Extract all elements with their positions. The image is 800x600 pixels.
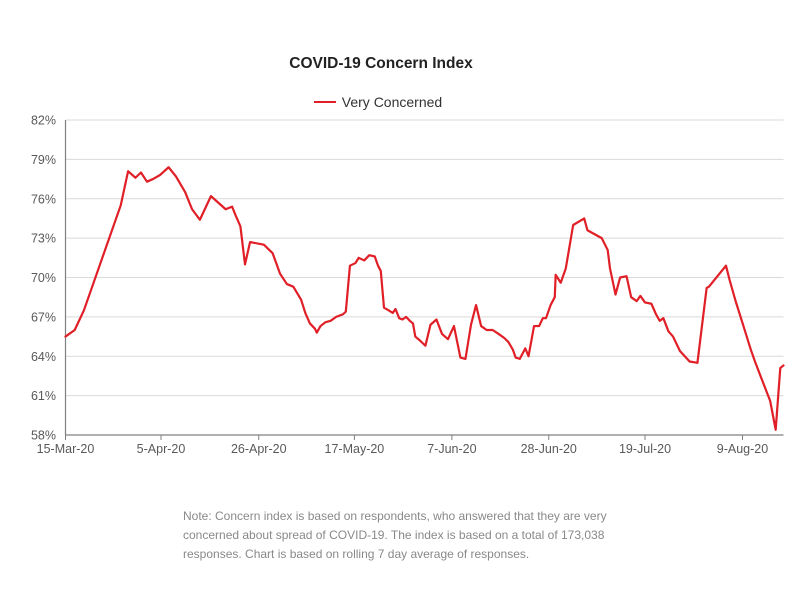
svg-text:61%: 61% (31, 389, 56, 403)
svg-text:64%: 64% (31, 350, 56, 364)
svg-text:17-May-20: 17-May-20 (325, 442, 385, 456)
svg-text:19-Jul-20: 19-Jul-20 (619, 442, 671, 456)
svg-text:28-Jun-20: 28-Jun-20 (521, 442, 577, 456)
svg-text:9-Aug-20: 9-Aug-20 (717, 442, 768, 456)
svg-text:82%: 82% (31, 114, 56, 128)
svg-text:15-Mar-20: 15-Mar-20 (37, 442, 95, 456)
svg-text:7-Jun-20: 7-Jun-20 (427, 442, 476, 456)
svg-text:73%: 73% (31, 232, 56, 246)
svg-text:67%: 67% (31, 310, 56, 324)
svg-text:58%: 58% (31, 429, 56, 443)
svg-text:5-Apr-20: 5-Apr-20 (137, 442, 186, 456)
svg-text:76%: 76% (31, 192, 56, 206)
svg-text:79%: 79% (31, 153, 56, 167)
svg-text:26-Apr-20: 26-Apr-20 (231, 442, 287, 456)
svg-text:70%: 70% (31, 271, 56, 285)
